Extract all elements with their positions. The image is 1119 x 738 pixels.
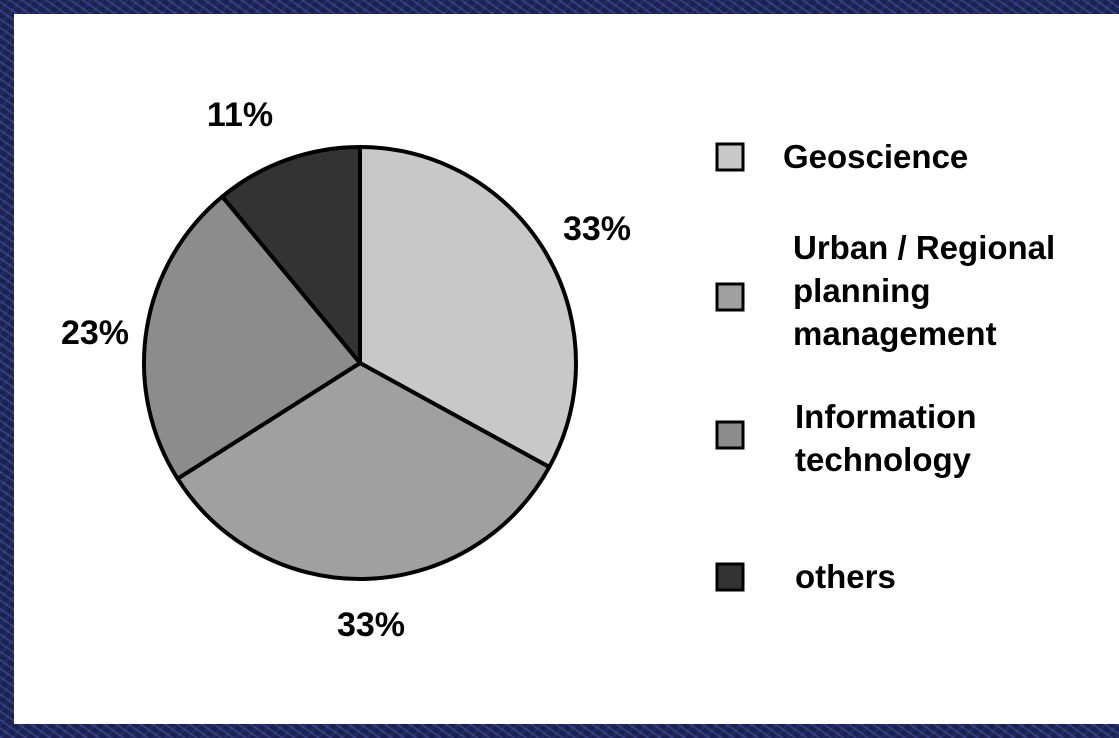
legend-entry-1: Geoscience [715,138,968,175]
legend-label: Geoscience [783,138,968,175]
legend-swatch [715,282,745,312]
legend-label: others [795,558,896,595]
pie-slice-3 [142,194,362,481]
legend-label: management [793,315,997,352]
legend-label: planning [793,272,930,309]
legend-label: technology [795,441,972,478]
slice-percent-label-3: 23% [61,314,129,352]
pie-slice-2 [175,361,552,581]
slice-percent-label-4: 11% [207,96,273,134]
legend-swatch [715,142,745,172]
legend-label: Information [795,398,976,435]
legend-swatch [715,562,745,592]
legend-swatch [715,420,745,450]
slice-percent-label-2: 33% [337,606,405,644]
legend-label: Urban / Regional [793,229,1055,266]
legend-entry-3: Information technology [715,398,976,478]
pie-slice-4 [220,145,362,365]
slice-percent-label-1: 33% [563,210,631,248]
pie-slice-1 [358,145,578,470]
legend-entry-4: others [715,558,896,595]
legend-entry-2: Urban / Regional planning management [715,229,1055,352]
